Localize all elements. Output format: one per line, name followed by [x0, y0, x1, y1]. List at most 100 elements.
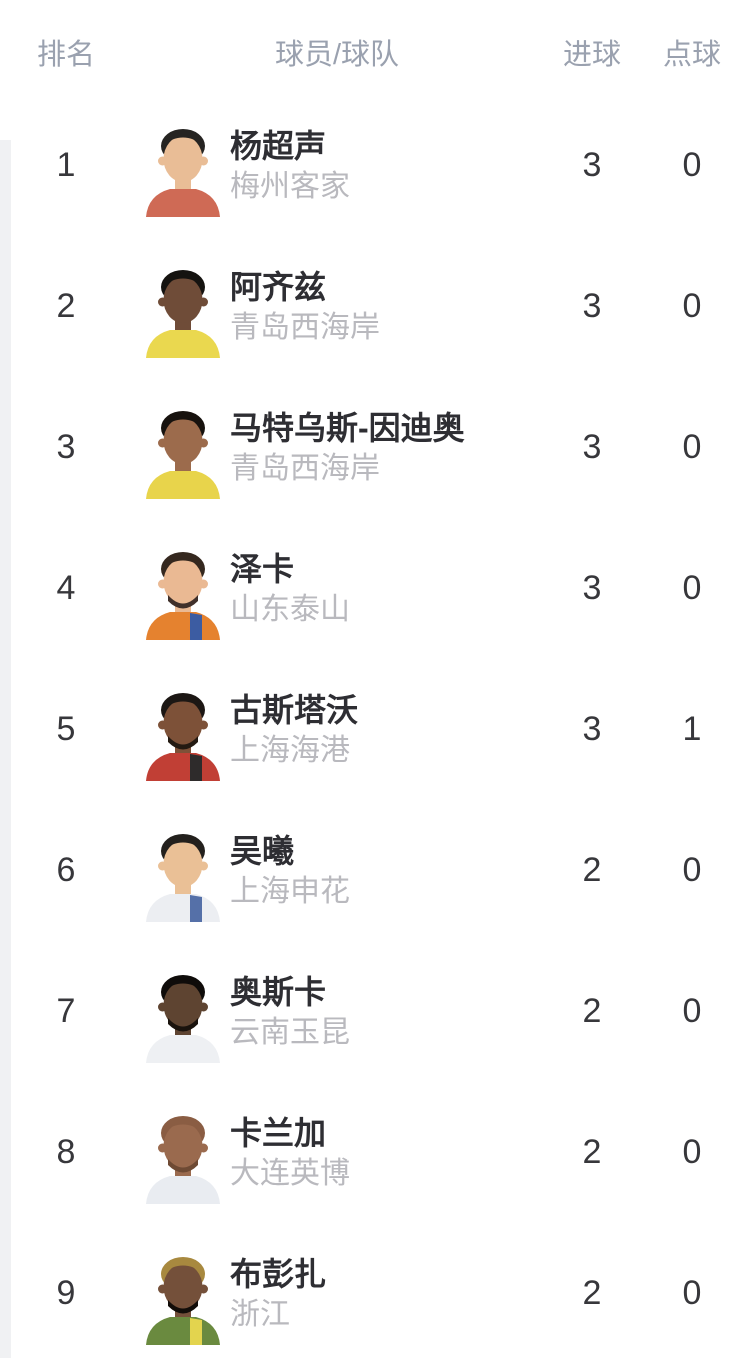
player-name: 吴曦 [230, 832, 295, 869]
avatar-jersey-accent [190, 894, 202, 922]
header-player-team: 球员/球队 [274, 38, 400, 71]
goals-value: 2 [582, 851, 602, 889]
player-cell: 杨超声 梅州客家 [132, 115, 542, 217]
rank-value: 8 [56, 1133, 76, 1171]
player-name: 杨超声 [230, 127, 327, 164]
avatar-face [163, 276, 203, 323]
player-cell: 布彭扎 浙江 [132, 1243, 542, 1345]
goals-value: 3 [582, 146, 602, 184]
team-name: 大连英博 [230, 1156, 350, 1190]
team-name: 青岛西海岸 [230, 451, 380, 485]
avatar-jersey [146, 1175, 220, 1204]
table-row[interactable]: 7 奥斯卡 云南玉昆 2 0 [0, 941, 750, 1082]
avatar-hair-front [163, 270, 203, 296]
avatar-hair-front [163, 129, 203, 155]
player-text-block: 布彭扎 浙江 [230, 1253, 326, 1335]
goals-value: 3 [582, 287, 602, 325]
player-cell: 吴曦 上海申花 [132, 820, 542, 922]
penalties-value: 0 [682, 287, 702, 325]
avatar-jersey-accent [190, 330, 202, 358]
player-cell: 泽卡 山东泰山 [132, 538, 542, 640]
player-text-block: 马特乌斯-因迪奥 青岛西海岸 [230, 407, 465, 489]
avatar-hair-front [163, 411, 203, 437]
header-rank: 排名 [36, 38, 95, 71]
avatar-jersey [146, 1316, 220, 1345]
team-name: 梅州客家 [230, 169, 350, 203]
player-text-block: 古斯塔沃 上海海港 [230, 689, 358, 771]
avatar-jersey-accent [190, 471, 202, 499]
team-name: 云南玉昆 [230, 1015, 350, 1049]
penalties-value: 0 [682, 851, 702, 889]
rank-value: 3 [56, 428, 76, 466]
player-headshot-icon [140, 256, 226, 358]
player-cell: 卡兰加 大连英博 [132, 1102, 542, 1204]
player-text-block: 奥斯卡 云南玉昆 [230, 971, 350, 1053]
avatar-beard [168, 1299, 198, 1313]
avatar-beard [168, 594, 198, 608]
player-text-block: 吴曦 上海申花 [230, 830, 350, 912]
table-row[interactable]: 5 古斯塔沃 上海海港 3 1 [0, 659, 750, 800]
player-headshot-icon [140, 820, 226, 922]
player-name: 卡兰加 [230, 1114, 327, 1151]
player-text-block: 泽卡 山东泰山 [230, 548, 350, 630]
avatar-jersey [146, 1034, 220, 1063]
table-row[interactable]: 2 阿齐兹 青岛西海岸 3 0 [0, 236, 750, 377]
avatar-face [163, 1122, 203, 1169]
avatar-face [163, 558, 203, 605]
rank-value: 1 [56, 146, 76, 184]
player-name: 布彭扎 [230, 1255, 327, 1292]
avatar-face [163, 981, 203, 1028]
player-headshot-icon [140, 397, 226, 499]
table-row[interactable]: 8 卡兰加 大连英博 2 0 [0, 1082, 750, 1223]
avatar-hair-front [163, 975, 203, 1001]
rank-value: 2 [56, 287, 76, 325]
avatar-jersey [146, 329, 220, 358]
team-name: 上海海港 [230, 733, 350, 767]
avatar-jersey-accent [190, 189, 202, 217]
penalties-value: 0 [682, 569, 702, 607]
avatar-jersey [146, 188, 220, 217]
avatar-jersey [146, 752, 220, 781]
player-name: 奥斯卡 [230, 973, 327, 1010]
header-goals: 进球 [562, 38, 621, 71]
rank-value: 5 [56, 710, 76, 748]
player-headshot-icon [140, 538, 226, 640]
player-name: 阿齐兹 [230, 268, 327, 305]
player-headshot-icon [140, 115, 226, 217]
avatar-jersey [146, 611, 220, 640]
avatar-face [163, 840, 203, 887]
avatar-jersey-accent [190, 1176, 202, 1204]
goals-value: 2 [582, 992, 602, 1030]
avatar-face [163, 1263, 203, 1310]
player-name: 古斯塔沃 [230, 691, 359, 728]
player-cell: 阿齐兹 青岛西海岸 [132, 256, 542, 358]
table-row[interactable]: 1 杨超声 梅州客家 3 0 [0, 95, 750, 236]
avatar-hair-front [163, 1116, 203, 1142]
player-cell: 奥斯卡 云南玉昆 [132, 961, 542, 1063]
penalties-value: 0 [682, 992, 702, 1030]
table-row[interactable]: 6 吴曦 上海申花 2 0 [0, 800, 750, 941]
team-name: 上海申花 [230, 874, 350, 908]
avatar-hair-front [163, 693, 203, 719]
player-headshot-icon [140, 961, 226, 1063]
team-name: 青岛西海岸 [230, 310, 380, 344]
rank-value: 6 [56, 851, 76, 889]
table-row[interactable]: 9 布彭扎 浙江 2 0 [0, 1223, 750, 1358]
avatar-face [163, 417, 203, 464]
avatar-hair-front [163, 1257, 203, 1283]
player-text-block: 杨超声 梅州客家 [230, 125, 350, 207]
avatar-jersey-accent [190, 753, 202, 781]
table-row[interactable]: 4 泽卡 山东泰山 3 0 [0, 518, 750, 659]
avatar-beard [168, 1158, 198, 1172]
table-header-row: 排名 球员/球队 进球 点球 [0, 0, 750, 95]
avatar-beard [168, 735, 198, 749]
player-text-block: 阿齐兹 青岛西海岸 [230, 266, 380, 348]
goals-value: 3 [582, 710, 602, 748]
penalties-value: 0 [682, 1133, 702, 1171]
goals-value: 3 [582, 569, 602, 607]
penalties-value: 0 [682, 428, 702, 466]
penalties-value: 1 [682, 710, 702, 748]
table-row[interactable]: 3 马特乌斯-因迪奥 青岛西海岸 3 0 [0, 377, 750, 518]
